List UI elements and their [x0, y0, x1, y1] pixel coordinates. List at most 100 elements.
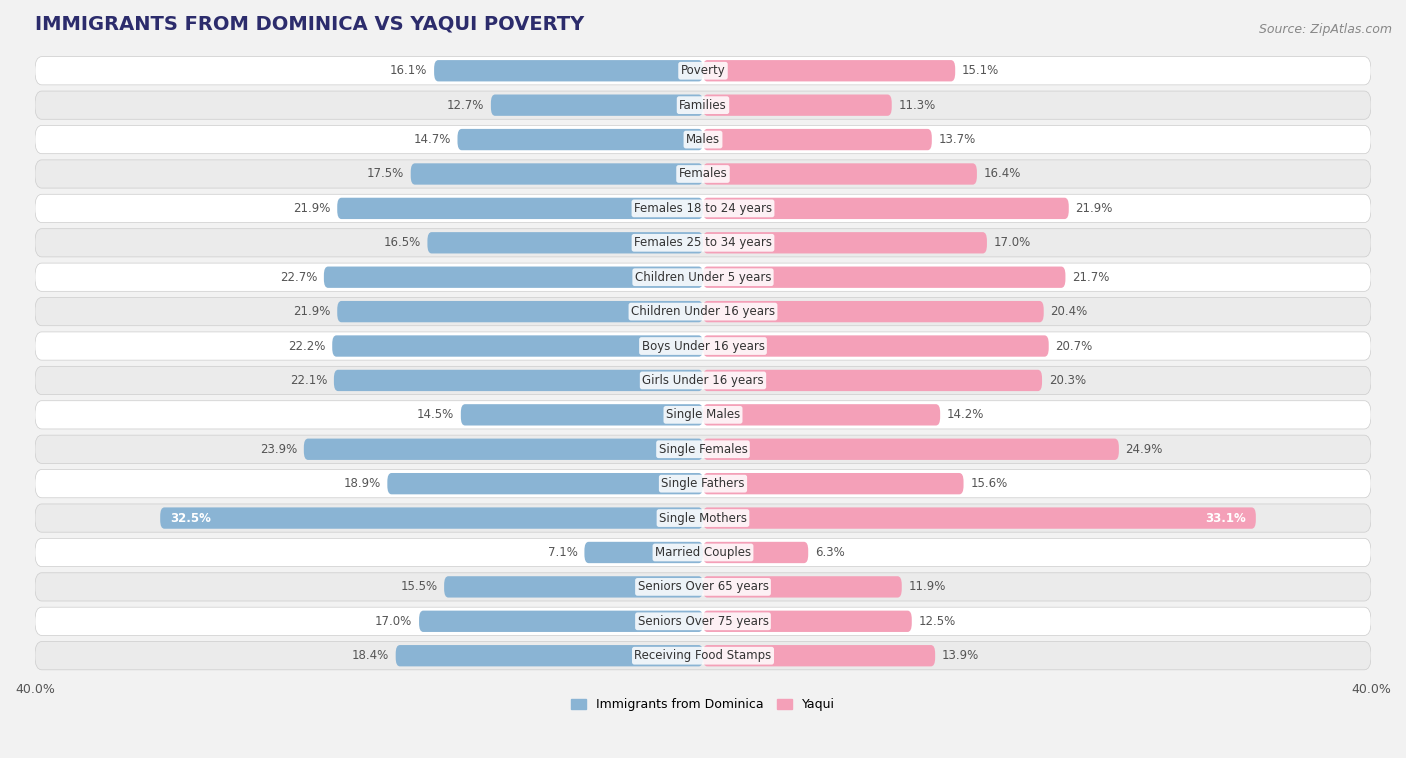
FancyBboxPatch shape	[35, 263, 1371, 291]
FancyBboxPatch shape	[395, 645, 703, 666]
FancyBboxPatch shape	[332, 335, 703, 357]
Text: Males: Males	[686, 133, 720, 146]
FancyBboxPatch shape	[337, 301, 703, 322]
Text: Girls Under 16 years: Girls Under 16 years	[643, 374, 763, 387]
Text: Seniors Over 75 years: Seniors Over 75 years	[637, 615, 769, 628]
Text: Single Males: Single Males	[666, 409, 740, 421]
FancyBboxPatch shape	[35, 126, 1371, 154]
FancyBboxPatch shape	[411, 163, 703, 185]
Text: 32.5%: 32.5%	[170, 512, 211, 525]
Text: 21.9%: 21.9%	[294, 202, 330, 215]
FancyBboxPatch shape	[703, 473, 963, 494]
FancyBboxPatch shape	[703, 198, 1069, 219]
Text: 22.1%: 22.1%	[290, 374, 328, 387]
Text: Boys Under 16 years: Boys Under 16 years	[641, 340, 765, 352]
FancyBboxPatch shape	[703, 163, 977, 185]
FancyBboxPatch shape	[434, 60, 703, 81]
Text: 11.3%: 11.3%	[898, 99, 935, 111]
FancyBboxPatch shape	[35, 57, 1371, 85]
Text: 11.9%: 11.9%	[908, 581, 946, 594]
Text: 12.7%: 12.7%	[447, 99, 484, 111]
FancyBboxPatch shape	[35, 91, 1371, 119]
FancyBboxPatch shape	[35, 332, 1371, 360]
FancyBboxPatch shape	[419, 611, 703, 632]
Text: 7.1%: 7.1%	[548, 546, 578, 559]
Text: IMMIGRANTS FROM DOMINICA VS YAQUI POVERTY: IMMIGRANTS FROM DOMINICA VS YAQUI POVERT…	[35, 15, 583, 34]
Text: 23.9%: 23.9%	[260, 443, 297, 456]
Text: Females 25 to 34 years: Females 25 to 34 years	[634, 236, 772, 249]
FancyBboxPatch shape	[703, 611, 911, 632]
Text: Children Under 5 years: Children Under 5 years	[634, 271, 772, 283]
Text: 21.9%: 21.9%	[1076, 202, 1112, 215]
Text: 33.1%: 33.1%	[1205, 512, 1246, 525]
Text: 13.9%: 13.9%	[942, 649, 979, 662]
FancyBboxPatch shape	[333, 370, 703, 391]
FancyBboxPatch shape	[444, 576, 703, 597]
Text: Single Females: Single Females	[658, 443, 748, 456]
FancyBboxPatch shape	[35, 573, 1371, 601]
FancyBboxPatch shape	[35, 366, 1371, 395]
FancyBboxPatch shape	[703, 507, 1256, 529]
FancyBboxPatch shape	[35, 401, 1371, 429]
Text: Females: Females	[679, 168, 727, 180]
Text: 21.7%: 21.7%	[1073, 271, 1109, 283]
FancyBboxPatch shape	[35, 297, 1371, 326]
FancyBboxPatch shape	[304, 439, 703, 460]
Text: 15.1%: 15.1%	[962, 64, 1000, 77]
FancyBboxPatch shape	[35, 641, 1371, 670]
FancyBboxPatch shape	[703, 60, 955, 81]
Text: Seniors Over 65 years: Seniors Over 65 years	[637, 581, 769, 594]
Text: 15.6%: 15.6%	[970, 478, 1008, 490]
FancyBboxPatch shape	[35, 538, 1371, 566]
Text: Married Couples: Married Couples	[655, 546, 751, 559]
FancyBboxPatch shape	[35, 229, 1371, 257]
Text: Source: ZipAtlas.com: Source: ZipAtlas.com	[1258, 23, 1392, 36]
Text: Single Mothers: Single Mothers	[659, 512, 747, 525]
Text: 13.7%: 13.7%	[938, 133, 976, 146]
FancyBboxPatch shape	[703, 439, 1119, 460]
FancyBboxPatch shape	[35, 504, 1371, 532]
Text: 21.9%: 21.9%	[294, 305, 330, 318]
FancyBboxPatch shape	[703, 404, 941, 425]
Text: 15.5%: 15.5%	[401, 581, 437, 594]
Text: 20.4%: 20.4%	[1050, 305, 1088, 318]
FancyBboxPatch shape	[35, 435, 1371, 463]
FancyBboxPatch shape	[703, 301, 1043, 322]
FancyBboxPatch shape	[703, 335, 1049, 357]
Text: Single Fathers: Single Fathers	[661, 478, 745, 490]
Text: 14.7%: 14.7%	[413, 133, 451, 146]
FancyBboxPatch shape	[457, 129, 703, 150]
Text: 20.3%: 20.3%	[1049, 374, 1085, 387]
FancyBboxPatch shape	[160, 507, 703, 529]
Text: Receiving Food Stamps: Receiving Food Stamps	[634, 649, 772, 662]
Text: 24.9%: 24.9%	[1126, 443, 1163, 456]
Text: 20.7%: 20.7%	[1056, 340, 1092, 352]
Text: 17.0%: 17.0%	[994, 236, 1031, 249]
Text: 18.9%: 18.9%	[343, 478, 381, 490]
Text: 14.2%: 14.2%	[946, 409, 984, 421]
Text: 17.0%: 17.0%	[375, 615, 412, 628]
FancyBboxPatch shape	[703, 645, 935, 666]
FancyBboxPatch shape	[35, 194, 1371, 223]
Text: Poverty: Poverty	[681, 64, 725, 77]
FancyBboxPatch shape	[703, 370, 1042, 391]
FancyBboxPatch shape	[703, 129, 932, 150]
FancyBboxPatch shape	[703, 232, 987, 253]
Text: 14.5%: 14.5%	[418, 409, 454, 421]
FancyBboxPatch shape	[337, 198, 703, 219]
FancyBboxPatch shape	[427, 232, 703, 253]
Text: 22.7%: 22.7%	[280, 271, 318, 283]
FancyBboxPatch shape	[323, 267, 703, 288]
Text: 16.5%: 16.5%	[384, 236, 420, 249]
FancyBboxPatch shape	[35, 160, 1371, 188]
FancyBboxPatch shape	[35, 469, 1371, 498]
Text: 22.2%: 22.2%	[288, 340, 326, 352]
Text: 16.1%: 16.1%	[389, 64, 427, 77]
FancyBboxPatch shape	[703, 542, 808, 563]
Text: 17.5%: 17.5%	[367, 168, 404, 180]
Legend: Immigrants from Dominica, Yaqui: Immigrants from Dominica, Yaqui	[567, 693, 839, 716]
FancyBboxPatch shape	[585, 542, 703, 563]
FancyBboxPatch shape	[35, 607, 1371, 635]
Text: 12.5%: 12.5%	[918, 615, 956, 628]
FancyBboxPatch shape	[461, 404, 703, 425]
